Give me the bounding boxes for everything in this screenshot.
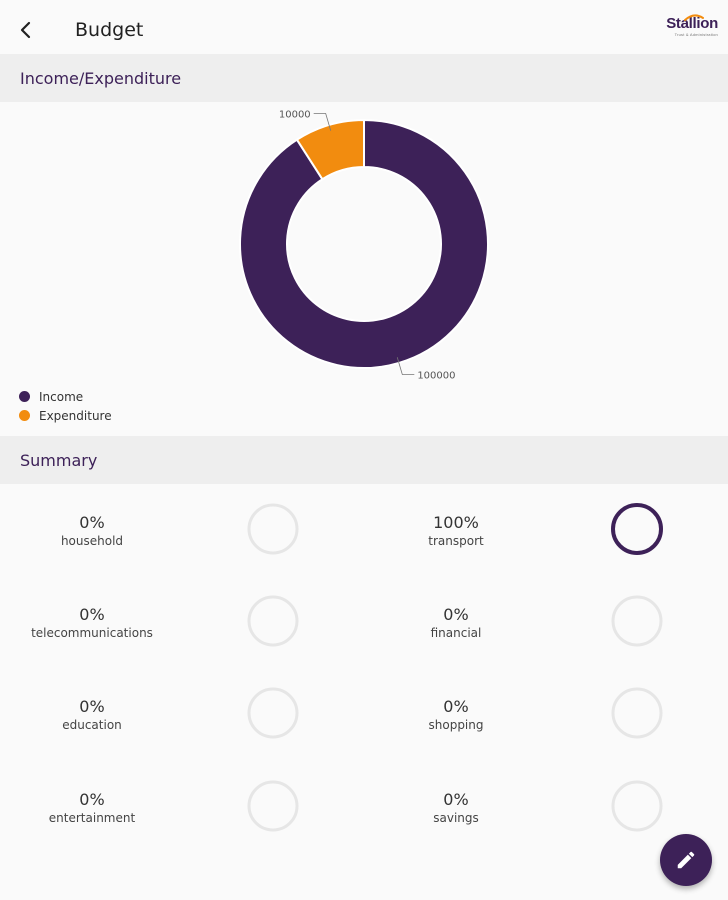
legend-swatch-expenditure <box>19 410 30 421</box>
progress-ring-track <box>611 687 663 739</box>
progress-ring-fill <box>611 503 663 555</box>
summary-percent: 100% <box>433 513 479 532</box>
progress-ring-track <box>611 780 663 832</box>
summary-progress-ring <box>611 503 663 555</box>
app-header: Budget Stallion Trust & Administration <box>0 0 728 56</box>
logo-text: Stallion <box>666 15 718 32</box>
summary-title: Summary <box>20 451 98 470</box>
donut-leader-line <box>396 357 415 375</box>
summary-percent: 0% <box>79 605 105 624</box>
summary-progress-ring <box>611 595 663 647</box>
back-button[interactable] <box>10 14 42 46</box>
page-title: Budget <box>75 19 144 41</box>
logo-subtitle: Trust & Administration <box>674 32 718 37</box>
income-expenditure-title: Income/Expenditure <box>20 69 182 88</box>
donut-slice-expenditure[interactable] <box>295 118 365 181</box>
summary-section-header: Summary <box>0 436 728 484</box>
progress-ring-track <box>247 595 299 647</box>
stallion-logo: Stallion Trust & Administration <box>660 14 718 46</box>
donut-label-income: 100000 <box>417 370 455 381</box>
donut-leader-line <box>313 113 332 131</box>
summary-category-label: shopping <box>428 718 484 732</box>
summary-progress-ring <box>247 595 299 647</box>
summary-percent: 0% <box>79 790 105 809</box>
donut-label-expenditure: 10000 <box>279 110 311 121</box>
edit-budget-button[interactable] <box>660 834 712 886</box>
summary-percent: 0% <box>443 790 469 809</box>
income-expenditure-section-header: Income/Expenditure <box>0 54 728 102</box>
summary-percent: 0% <box>79 513 105 532</box>
donut-slice-income[interactable] <box>239 118 489 369</box>
chart-legend: Income Expenditure <box>18 387 112 425</box>
summary-category-label: telecommunications <box>31 626 153 640</box>
legend-item-expenditure: Expenditure <box>18 406 112 425</box>
progress-ring-track <box>611 595 663 647</box>
legend-label-expenditure: Expenditure <box>39 408 112 423</box>
summary-progress-ring <box>611 687 663 739</box>
summary-percent: 0% <box>443 605 469 624</box>
progress-ring-track <box>247 687 299 739</box>
legend-item-income: Income <box>18 387 112 406</box>
summary-progress-ring <box>247 780 299 832</box>
summary-category-label: education <box>62 718 122 732</box>
summary-progress-ring <box>247 503 299 555</box>
summary-percent: 0% <box>79 697 105 716</box>
progress-ring-track <box>247 503 299 555</box>
summary-category-label: savings <box>433 811 479 825</box>
arrow-left-icon <box>20 21 31 39</box>
pencil-icon <box>677 851 695 869</box>
progress-ring-track <box>247 780 299 832</box>
summary-category-label: entertainment <box>48 811 136 825</box>
logo-swoosh-icon <box>684 14 704 21</box>
summary-percent: 0% <box>443 697 469 716</box>
summary-progress-ring <box>247 687 299 739</box>
summary-category-label: financial <box>430 626 482 640</box>
summary-category-label: household <box>60 534 124 548</box>
summary-category-label: transport <box>428 534 484 548</box>
legend-label-income: Income <box>39 389 84 404</box>
income-expenditure-donut-chart: 100000 10000 <box>239 110 489 381</box>
legend-swatch-income <box>19 391 30 402</box>
summary-progress-ring <box>611 780 663 832</box>
